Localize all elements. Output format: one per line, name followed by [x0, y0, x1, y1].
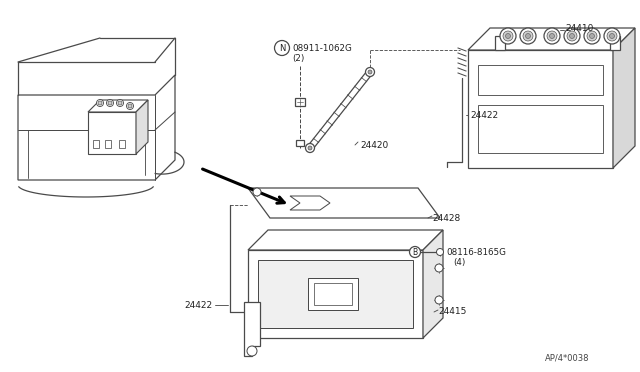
Bar	[308, 278, 358, 310]
Polygon shape	[88, 100, 148, 112]
Circle shape	[525, 33, 531, 38]
Text: B: B	[412, 247, 417, 257]
Circle shape	[128, 104, 132, 108]
Polygon shape	[136, 100, 148, 154]
Circle shape	[587, 31, 597, 41]
Circle shape	[435, 264, 443, 272]
Circle shape	[503, 31, 513, 41]
Circle shape	[589, 33, 595, 38]
Text: (2): (2)	[292, 54, 305, 62]
Circle shape	[547, 31, 557, 41]
Bar	[478, 65, 603, 95]
Circle shape	[435, 296, 443, 304]
Circle shape	[410, 247, 420, 257]
Circle shape	[368, 70, 372, 74]
Circle shape	[520, 28, 536, 44]
Circle shape	[97, 99, 104, 106]
Polygon shape	[248, 188, 440, 218]
Polygon shape	[248, 230, 443, 250]
Bar	[314, 283, 352, 305]
Text: 24420: 24420	[360, 141, 388, 150]
Polygon shape	[468, 28, 635, 50]
Bar	[610, 36, 620, 50]
Circle shape	[500, 28, 516, 44]
Text: 24415: 24415	[438, 308, 467, 317]
Circle shape	[127, 103, 134, 109]
Circle shape	[607, 31, 617, 41]
Text: 24422: 24422	[470, 110, 498, 119]
Polygon shape	[290, 196, 330, 210]
Text: 24410: 24410	[565, 23, 593, 32]
Circle shape	[523, 31, 533, 41]
Circle shape	[567, 31, 577, 41]
Text: 24428: 24428	[432, 214, 460, 222]
Text: N: N	[279, 44, 285, 52]
Circle shape	[604, 28, 620, 44]
Circle shape	[116, 99, 124, 106]
Circle shape	[106, 99, 113, 106]
Text: AP/4*0038: AP/4*0038	[545, 353, 589, 362]
Circle shape	[436, 248, 444, 256]
Text: (4): (4)	[453, 259, 465, 267]
Bar	[495, 36, 505, 50]
Circle shape	[253, 188, 261, 196]
Circle shape	[308, 146, 312, 150]
Circle shape	[275, 41, 289, 55]
Text: 08911-1062G: 08911-1062G	[292, 44, 352, 52]
Bar	[88, 112, 136, 154]
Text: 24422: 24422	[184, 301, 212, 310]
Text: 08116-8165G: 08116-8165G	[446, 247, 506, 257]
Circle shape	[108, 101, 112, 105]
Bar	[295, 98, 305, 106]
Circle shape	[550, 33, 554, 38]
Circle shape	[247, 346, 257, 356]
Polygon shape	[18, 75, 175, 180]
Polygon shape	[613, 28, 635, 168]
Bar	[93, 140, 99, 148]
Bar	[119, 140, 125, 148]
Circle shape	[564, 28, 580, 44]
Circle shape	[118, 101, 122, 105]
Polygon shape	[423, 230, 443, 338]
Circle shape	[98, 101, 102, 105]
Bar	[468, 50, 613, 168]
Bar	[478, 105, 603, 153]
Bar	[248, 250, 423, 338]
Circle shape	[570, 33, 575, 38]
Circle shape	[506, 33, 511, 38]
Polygon shape	[244, 302, 260, 356]
Bar	[296, 140, 304, 146]
Circle shape	[305, 144, 314, 153]
Circle shape	[609, 33, 614, 38]
Circle shape	[365, 67, 374, 77]
Circle shape	[584, 28, 600, 44]
Bar	[258, 260, 413, 328]
Circle shape	[544, 28, 560, 44]
Bar	[105, 140, 111, 148]
